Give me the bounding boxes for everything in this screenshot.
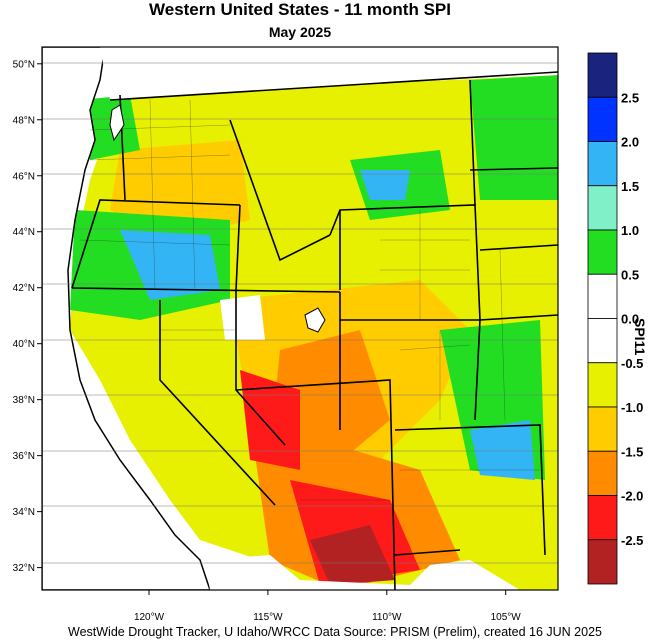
lon-tick-label: 105°W [491, 612, 522, 623]
legend-swatch [587, 185, 618, 231]
legend-swatch [587, 362, 618, 408]
lon-tick-label: 115°W [253, 612, 283, 623]
legend-swatch [587, 229, 618, 275]
legend-label: -1.0 [621, 400, 643, 415]
latitude-axis: 50°N 48°N 46°N 44°N 42°N 40°N 38°N 36°N 34°N 32°N [13, 59, 42, 574]
legend-label: 1.5 [621, 179, 639, 194]
pacific-ocean [42, 47, 211, 590]
legend-label: -2.0 [621, 489, 643, 504]
lat-tick-label: 46°N [13, 171, 35, 182]
lat-tick-label: 44°N [13, 227, 35, 238]
mexico [205, 555, 520, 590]
legend-swatch [587, 450, 618, 496]
legend-swatch [587, 318, 618, 364]
legend-label: 0.0 [621, 312, 639, 327]
legend-label: -0.5 [621, 356, 643, 371]
legend-swatch [587, 539, 618, 585]
lat-tick-label: 50°N [13, 59, 35, 70]
map-title: Western United States - 11 month SPI [149, 0, 451, 19]
lat-tick-label: 42°N [13, 283, 35, 294]
graticule [42, 62, 558, 564]
lat-tick-label: 38°N [13, 395, 35, 406]
lat-tick-label: 32°N [13, 563, 35, 574]
longitude-axis: 120°W 115°W 110°W 105°W [134, 590, 521, 623]
legend-swatch [587, 406, 618, 452]
credit-footer: WestWide Drought Tracker, U Idaho/WRCC D… [68, 625, 602, 639]
lat-tick-label: 40°N [13, 339, 35, 350]
lon-tick-label: 110°W [372, 612, 402, 623]
county-boundaries [79, 99, 540, 501]
legend-swatch [587, 273, 618, 319]
great-salt-lake [304, 307, 326, 333]
map-frame [41, 46, 559, 591]
legend-swatch [587, 96, 618, 142]
legend-swatch [587, 141, 618, 187]
legend-label: 2.0 [621, 135, 639, 150]
legend-label: 2.5 [621, 90, 639, 105]
legend-title: SPI11 [632, 318, 648, 356]
legend-label: -1.5 [621, 444, 643, 459]
lat-tick-label: 34°N [13, 507, 35, 518]
legend-colorbar: 2.5 2.0 1.5 1.0 0.5 0.0 -0.5 -1.0 -1.5 -2.0 -2.5 [587, 52, 643, 585]
legend-swatch [587, 495, 618, 541]
legend-label: 0.5 [621, 267, 639, 282]
puget-sound [109, 104, 125, 142]
lon-tick-label: 120°W [134, 612, 165, 623]
lat-tick-label: 36°N [13, 451, 35, 462]
map-subtitle: May 2025 [268, 24, 332, 40]
legend-label: -2.5 [621, 533, 643, 548]
legend-label: 1.0 [621, 223, 639, 238]
legend-swatch [587, 52, 618, 98]
lat-tick-label: 48°N [13, 115, 35, 126]
canada [100, 47, 558, 100]
